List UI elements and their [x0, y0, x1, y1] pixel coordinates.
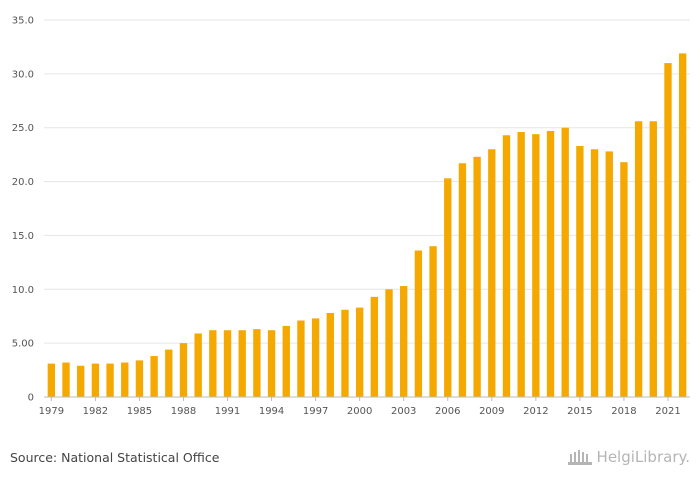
bar-1979[interactable] — [47, 363, 56, 397]
x-tick-label: 1979 — [39, 406, 64, 417]
bar-2022[interactable] — [678, 53, 687, 398]
bar-2013[interactable] — [546, 130, 555, 397]
bar-2020[interactable] — [649, 121, 657, 397]
bar-2018[interactable] — [620, 162, 628, 397]
y-tick-label: 5.00 — [12, 339, 34, 350]
bar-2019[interactable] — [634, 121, 643, 397]
bar-1987[interactable] — [165, 349, 173, 397]
bar-1988[interactable] — [179, 343, 188, 397]
bar-2009[interactable] — [488, 149, 496, 397]
x-tick-label: 2006 — [435, 406, 460, 417]
y-tick-label: 10.0 — [12, 285, 34, 296]
y-tick-label: 15.0 — [12, 231, 34, 242]
bar-1980[interactable] — [62, 362, 70, 397]
bar-1984[interactable] — [121, 362, 129, 397]
bar-1992[interactable] — [238, 330, 246, 397]
bar-1994[interactable] — [267, 330, 276, 397]
bar-2014[interactable] — [561, 127, 569, 397]
library-building-icon — [567, 450, 592, 465]
bar-1993[interactable] — [253, 329, 261, 397]
y-tick-label: 25.0 — [12, 123, 34, 134]
x-tick-label: 1997 — [303, 406, 328, 417]
bar-2011[interactable] — [517, 132, 525, 397]
y-tick-label: 35.0 — [12, 16, 34, 27]
bar-1981[interactable] — [77, 365, 85, 397]
x-tick-label: 2015 — [567, 406, 592, 417]
x-tick-label: 1985 — [127, 406, 152, 417]
x-axis-ticks: 1979 1982 1985 1988 1991 1994 1997 2000 2003 2006… — [39, 397, 681, 417]
bar-1986[interactable] — [150, 356, 158, 397]
bars — [47, 53, 687, 398]
bar-2016[interactable] — [590, 149, 599, 397]
logo-text: HelgiLibrary. — [596, 448, 690, 466]
x-tick-label: 2009 — [479, 406, 504, 417]
bar-2012[interactable] — [532, 134, 540, 398]
helgi-library-logo[interactable]: HelgiLibrary. — [567, 448, 690, 466]
bar-2021[interactable] — [664, 63, 672, 397]
bar-2001[interactable] — [370, 296, 379, 397]
bar-2005[interactable] — [429, 246, 437, 397]
gridlines — [44, 19, 690, 344]
y-axis-ticks: 0 5.00 10.0 15.0 20.0 25.0 30.0 35.0 — [12, 16, 34, 404]
bar-2000[interactable] — [355, 307, 364, 397]
x-tick-label: 2000 — [347, 406, 372, 417]
x-tick-label: 1991 — [215, 406, 240, 417]
bar-1985[interactable] — [135, 360, 144, 397]
bar-2007[interactable] — [458, 163, 467, 397]
bar-2015[interactable] — [576, 146, 584, 397]
x-tick-label: 2003 — [391, 406, 416, 417]
bar-1995[interactable] — [282, 325, 290, 397]
bar-1996[interactable] — [297, 320, 305, 397]
x-tick-label: 2012 — [523, 406, 548, 417]
bar-2002[interactable] — [385, 289, 393, 397]
bar-1983[interactable] — [106, 363, 114, 397]
bar-2004[interactable] — [414, 250, 423, 397]
bar-2010[interactable] — [502, 135, 511, 398]
bar-1990[interactable] — [209, 330, 217, 397]
bar-2003[interactable] — [400, 286, 408, 397]
bar-1982[interactable] — [91, 363, 100, 397]
source-note: Source: National Statistical Office — [10, 450, 220, 465]
bar-2006[interactable] — [444, 178, 452, 397]
bar-1998[interactable] — [326, 312, 334, 397]
x-tick-label: 2021 — [655, 406, 680, 417]
y-tick-label: 30.0 — [12, 69, 34, 80]
x-tick-label: 1988 — [171, 406, 196, 417]
x-tick-label: 2018 — [611, 406, 636, 417]
bar-1989[interactable] — [194, 333, 202, 397]
bar-1991[interactable] — [223, 330, 232, 397]
bar-2008[interactable] — [473, 156, 481, 397]
y-tick-label: 20.0 — [12, 177, 34, 188]
y-tick-label: 0 — [28, 393, 34, 404]
bar-1999[interactable] — [341, 309, 349, 397]
x-tick-label: 1994 — [259, 406, 284, 417]
bar-2017[interactable] — [605, 151, 613, 397]
x-tick-label: 1982 — [83, 406, 108, 417]
bar-1997[interactable] — [311, 318, 320, 397]
